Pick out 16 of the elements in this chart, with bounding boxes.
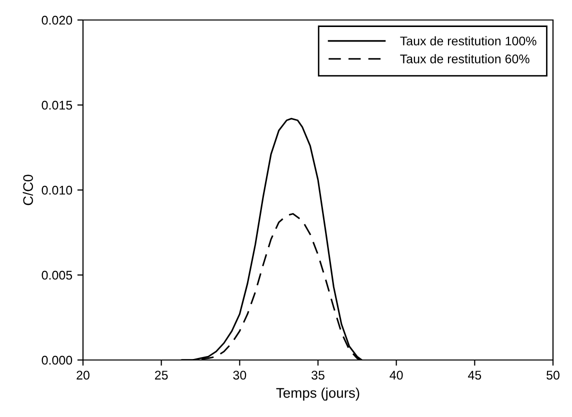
y-tick-label: 0.020: [42, 16, 72, 25]
x-tick-label: 35: [312, 370, 324, 380]
y-axis-title: C/C0: [22, 174, 34, 206]
y-tick-label: 0.000: [42, 356, 72, 365]
x-axis-title: Temps (jours): [276, 388, 360, 401]
x-tick-label: 30: [233, 370, 246, 380]
y-tick-label: 0.015: [42, 100, 72, 110]
legend-label: Taux de restitution 60%: [400, 54, 530, 64]
x-tick-label: 20: [76, 370, 90, 380]
x-tick-label: 45: [468, 370, 482, 380]
legend-label: Taux de restitution 100%: [400, 36, 536, 46]
x-tick-label: 25: [155, 370, 168, 380]
x-tick-label: 50: [546, 370, 560, 380]
y-tick-label: 0.005: [42, 270, 72, 280]
x-tick-label: 40: [390, 370, 403, 380]
y-tick-label: 0.010: [42, 186, 72, 195]
